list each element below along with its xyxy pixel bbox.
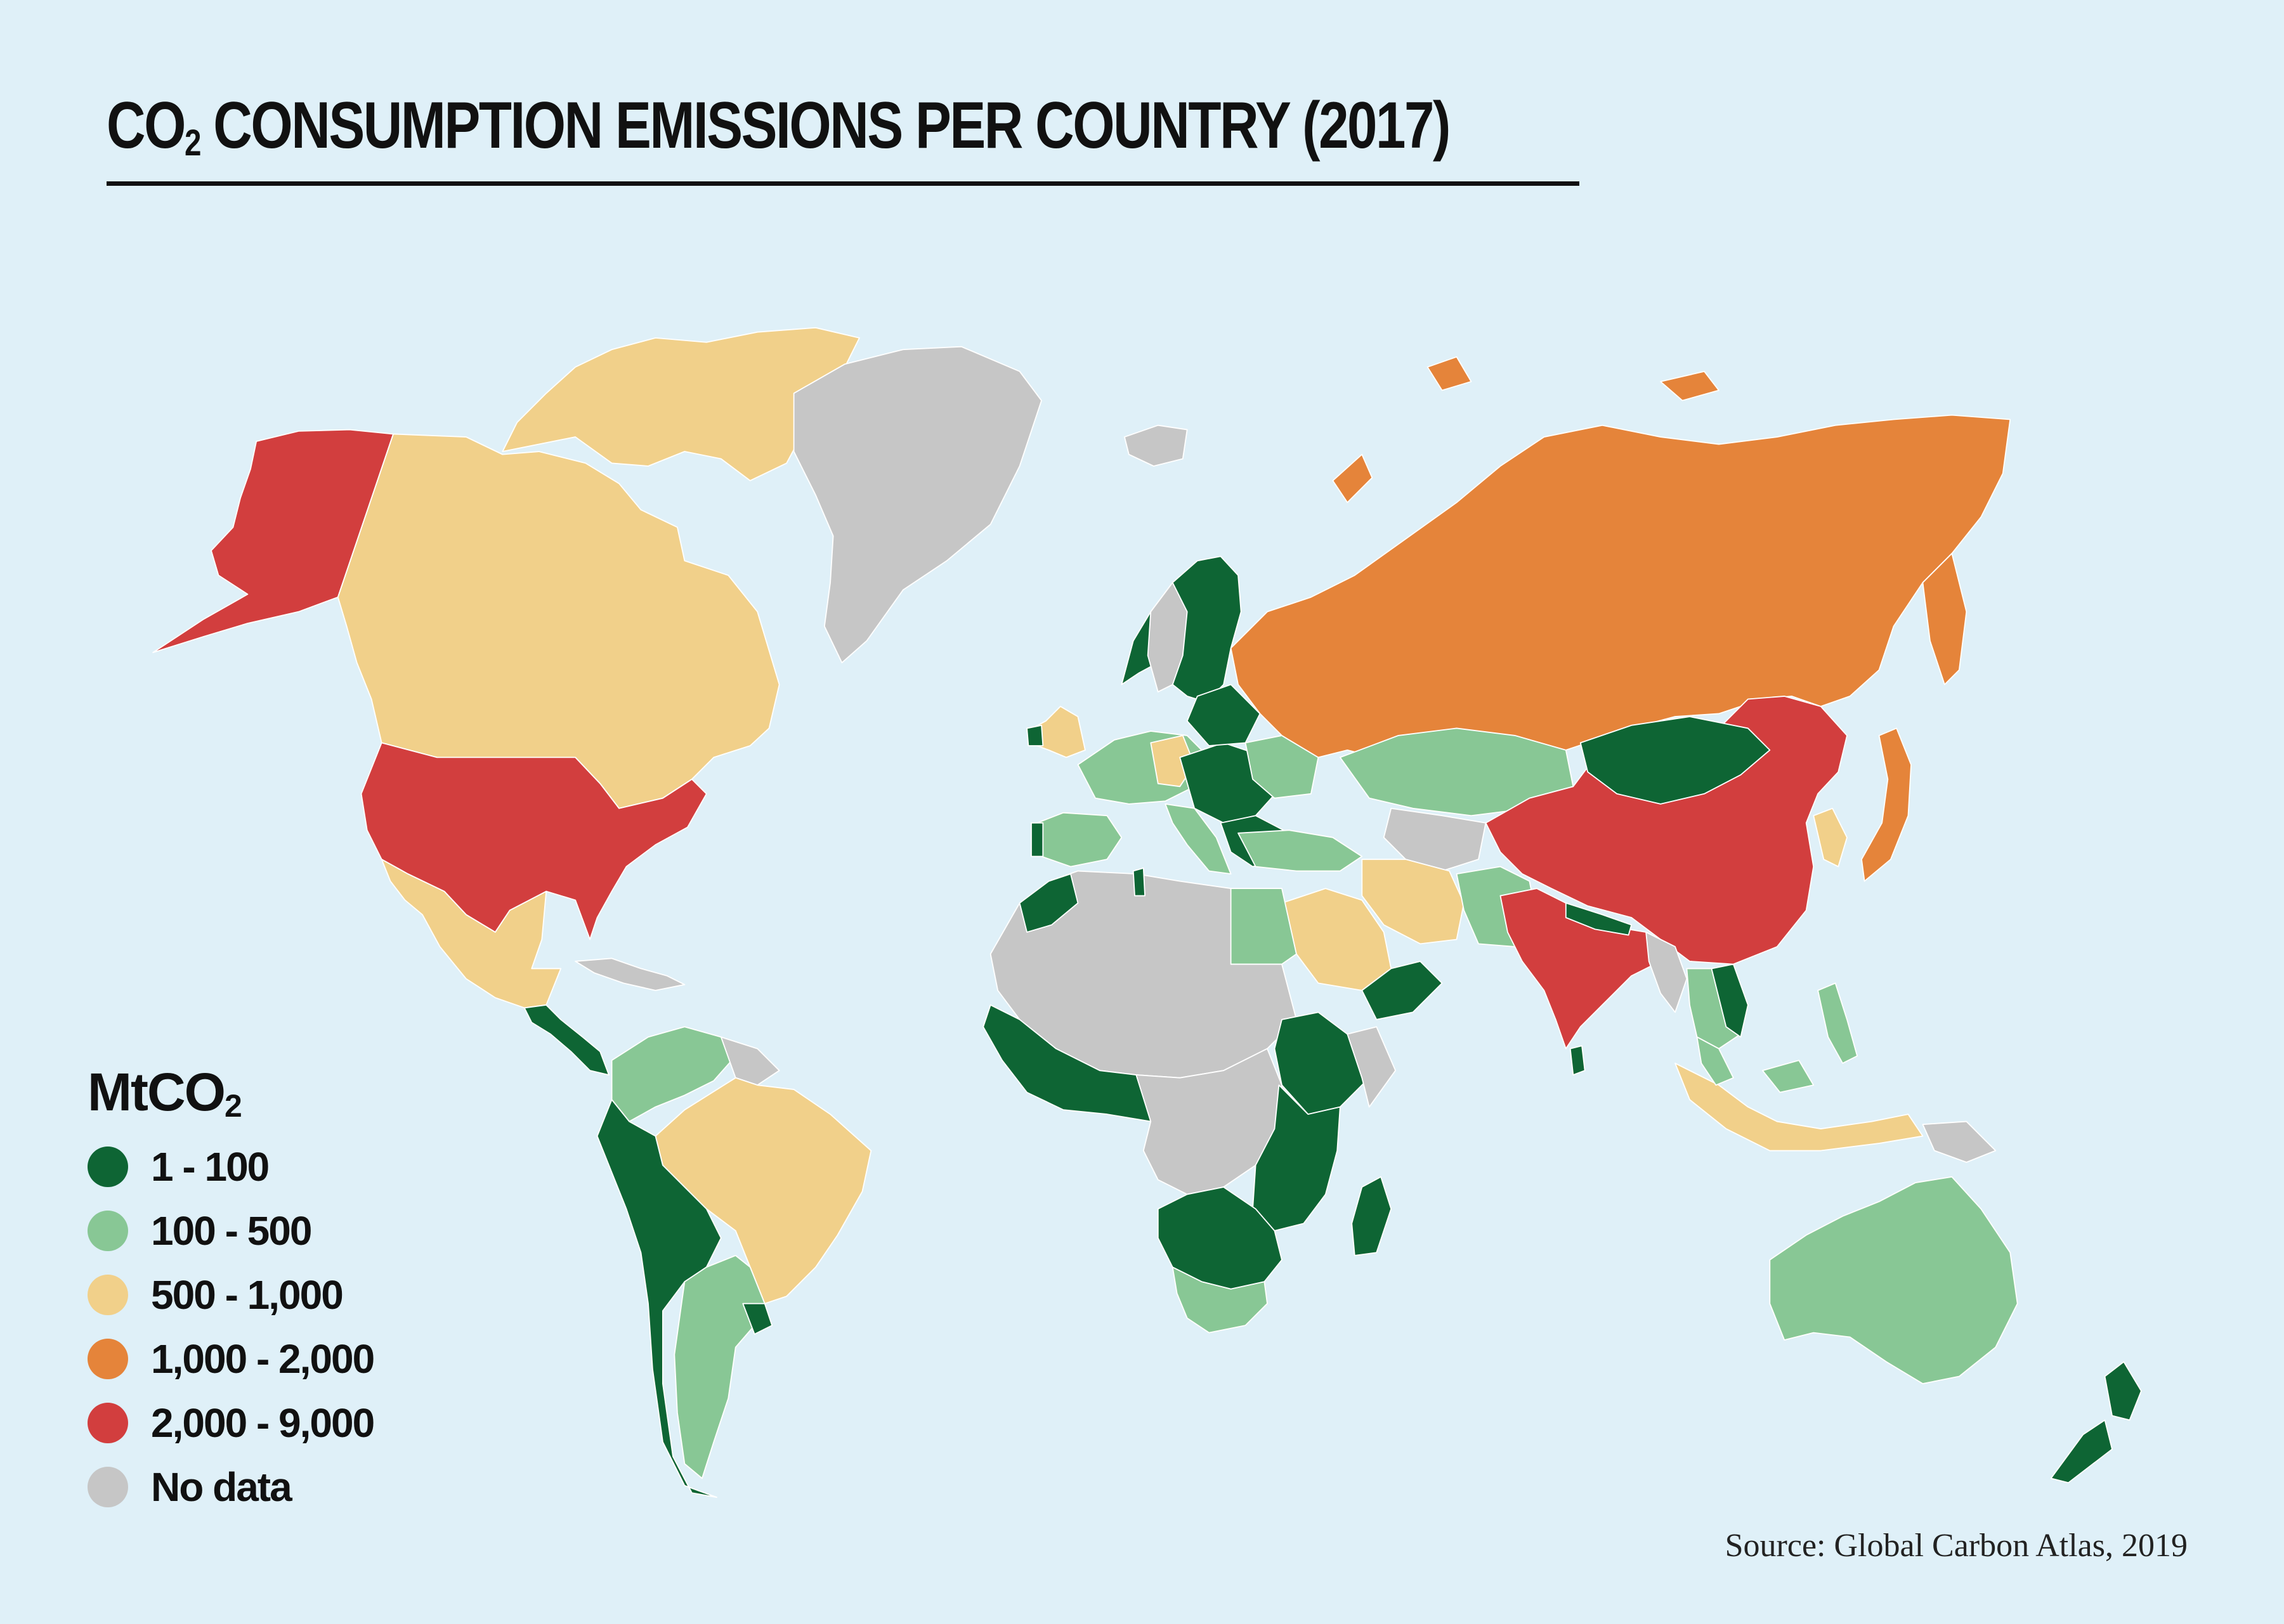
region-morocco (1019, 873, 1079, 933)
legend-label: 1,000 - 2,000 (151, 1335, 375, 1382)
region-malaysia (1696, 1036, 1815, 1093)
legend-label: 500 - 1,000 (151, 1271, 344, 1318)
region-alaska (152, 429, 394, 653)
title-underline (107, 181, 1579, 186)
region-mongolia (1579, 716, 1771, 805)
legend-title: MtCO2 (88, 1065, 374, 1122)
legend-title-subscript: 2 (224, 1088, 242, 1124)
legend-swatch (88, 1274, 128, 1315)
region-iberia (1036, 812, 1123, 867)
region-iran (1361, 859, 1465, 945)
region-australia (1769, 1176, 2018, 1384)
legend-swatch (88, 1466, 128, 1507)
region-east-africa (1252, 1084, 1341, 1231)
legend-item: 500 - 1,000 (88, 1263, 374, 1327)
region-nepal-bangladesh (1565, 902, 1633, 936)
region-mexico (381, 859, 562, 1009)
legend: MtCO2 1 - 100 100 - 500 500 - 1,000 1,00… (88, 1065, 375, 1519)
region-turkey (1237, 829, 1363, 872)
region-andes-west (596, 1099, 722, 1498)
region-argentina (674, 1254, 766, 1479)
legend-swatch (88, 1146, 128, 1187)
region-philippines (1817, 982, 1858, 1064)
legend-item: 1,000 - 2,000 (88, 1327, 375, 1391)
region-ireland (1026, 724, 1044, 746)
region-greenland (793, 346, 1042, 663)
legend-item: 100 - 500 (88, 1199, 374, 1263)
region-iceland (1124, 424, 1188, 467)
region-central-asia (1383, 807, 1487, 872)
legend-title-prefix: MtCO (88, 1062, 226, 1122)
region-southern-africa (1157, 1186, 1282, 1290)
region-new-zealand (2050, 1361, 2142, 1484)
legend-label: 100 - 500 (151, 1207, 312, 1254)
legend-items: 1 - 100 100 - 500 500 - 1,000 1,000 - 2,… (88, 1134, 375, 1519)
region-south-africa (1171, 1266, 1268, 1334)
region-central-america (523, 1004, 610, 1076)
legend-label: No data (151, 1464, 292, 1510)
legend-item: 1 - 100 (88, 1134, 374, 1199)
region-arctic-russia-islands (1332, 356, 1720, 503)
legend-swatch (88, 1338, 128, 1379)
legend-swatch (88, 1402, 128, 1443)
region-guianas (720, 1036, 780, 1086)
map-title: CO2 CONSUMPTION EMISSIONS PER COUNTRY (2… (107, 93, 1451, 164)
region-kamchatka (1922, 552, 1968, 685)
region-tunisia (1132, 867, 1146, 897)
region-sweden (1147, 581, 1188, 692)
region-italy (1165, 803, 1232, 875)
region-korea (1813, 807, 1848, 867)
region-indonesia (1674, 1062, 1924, 1152)
region-madagascar (1351, 1176, 1392, 1256)
region-egypt (1230, 888, 1297, 965)
title-subscript: 2 (185, 122, 201, 164)
region-arctic-islands (502, 327, 860, 481)
region-japan (1861, 727, 1912, 882)
region-oman-yemen (1361, 961, 1443, 1020)
title-suffix: CONSUMPTION EMISSIONS PER COUNTRY (2017) (199, 89, 1451, 162)
region-uruguay (742, 1302, 773, 1335)
source-note: Source: Global Carbon Atlas, 2019 (1725, 1528, 2188, 1564)
region-myanmar (1645, 932, 1688, 1013)
legend-swatch (88, 1210, 128, 1251)
legend-label: 2,000 - 9,000 (151, 1400, 375, 1446)
region-caribbean (575, 958, 686, 991)
region-portugal (1031, 822, 1044, 857)
legend-label: 1 - 100 (151, 1143, 270, 1190)
region-png (1922, 1121, 1997, 1163)
region-vietnam-laos (1711, 963, 1749, 1038)
region-canada (337, 433, 780, 809)
legend-item: 2,000 - 9,000 (88, 1391, 375, 1455)
legend-item: No data (88, 1455, 374, 1519)
title-prefix: CO (107, 89, 186, 162)
region-somalia (1347, 1026, 1397, 1108)
region-sri-lanka (1569, 1045, 1586, 1076)
